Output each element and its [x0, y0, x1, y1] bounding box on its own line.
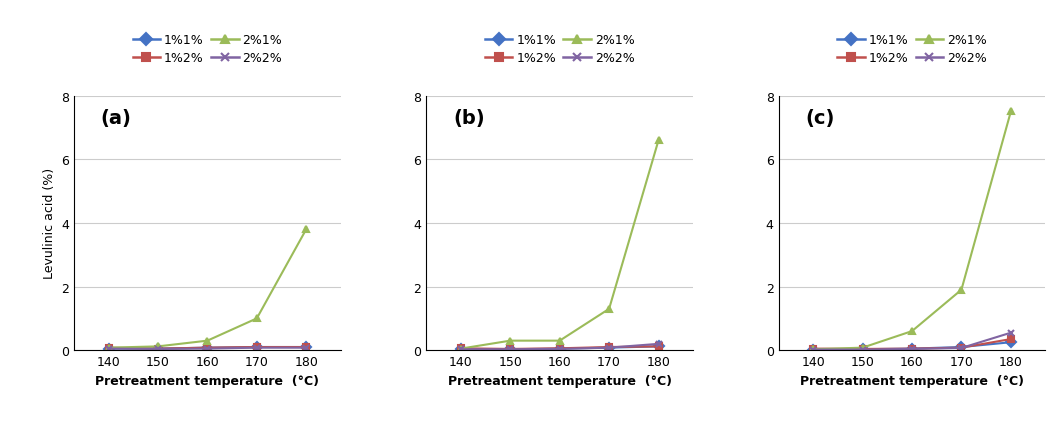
X-axis label: Pretreatment temperature  (°C): Pretreatment temperature (°C) [800, 374, 1024, 387]
1%1% [653, 344, 665, 349]
1%2% [553, 346, 566, 351]
1%2% [603, 345, 616, 350]
Line: 1%2%: 1%2% [105, 344, 309, 352]
1%2% [300, 345, 313, 350]
2%1% [454, 346, 467, 351]
1%2% [807, 346, 819, 351]
Line: 2%2%: 2%2% [810, 329, 1015, 353]
2%2% [955, 346, 967, 351]
1%1% [807, 347, 819, 353]
2%2% [454, 347, 467, 352]
Line: 1%1%: 1%1% [810, 339, 1015, 353]
2%2% [1004, 330, 1017, 336]
1%1% [906, 346, 919, 351]
Legend: 1%1%, 1%2%, 2%1%, 2%2%: 1%1%, 1%2%, 2%1%, 2%2% [832, 29, 992, 70]
2%1% [653, 138, 665, 144]
1%1% [102, 346, 115, 351]
1%1% [856, 347, 869, 352]
2%2% [152, 346, 165, 352]
Line: 2%2%: 2%2% [105, 344, 309, 353]
Text: (c): (c) [806, 109, 834, 128]
1%1% [454, 347, 467, 352]
Legend: 1%1%, 1%2%, 2%1%, 2%2%: 1%1%, 1%2%, 2%1%, 2%2% [128, 29, 287, 70]
2%2% [504, 347, 516, 352]
1%1% [603, 345, 616, 350]
2%1% [300, 227, 313, 232]
2%1% [856, 345, 869, 350]
Line: 1%1%: 1%1% [457, 343, 662, 353]
2%2% [300, 345, 313, 350]
2%2% [603, 345, 616, 350]
1%1% [504, 347, 516, 352]
Line: 2%1%: 2%1% [457, 138, 662, 352]
2%1% [201, 338, 213, 343]
1%2% [102, 345, 115, 350]
2%2% [102, 346, 115, 351]
2%1% [250, 316, 263, 321]
Line: 2%1%: 2%1% [105, 226, 309, 351]
1%2% [152, 346, 165, 351]
Legend: 1%1%, 1%2%, 2%1%, 2%2%: 1%1%, 1%2%, 2%1%, 2%2% [479, 29, 640, 70]
2%1% [1004, 110, 1017, 115]
X-axis label: Pretreatment temperature  (°C): Pretreatment temperature (°C) [448, 374, 672, 387]
Line: 1%2%: 1%2% [810, 336, 1015, 353]
2%1% [504, 338, 516, 343]
1%2% [250, 345, 263, 350]
2%1% [152, 344, 165, 349]
1%1% [553, 346, 566, 351]
X-axis label: Pretreatment temperature  (°C): Pretreatment temperature (°C) [95, 374, 319, 387]
2%2% [653, 342, 665, 347]
2%1% [603, 307, 616, 312]
1%2% [1004, 337, 1017, 342]
2%1% [553, 338, 566, 343]
1%1% [201, 345, 213, 350]
1%2% [955, 345, 967, 350]
Line: 1%1%: 1%1% [105, 344, 309, 352]
2%1% [906, 328, 919, 334]
1%2% [201, 345, 213, 350]
1%2% [906, 346, 919, 351]
1%1% [152, 346, 165, 351]
2%1% [102, 345, 115, 350]
Text: (b): (b) [453, 109, 485, 128]
2%2% [201, 346, 213, 351]
2%2% [856, 347, 869, 353]
2%2% [250, 345, 263, 350]
1%2% [653, 344, 665, 349]
1%1% [1004, 340, 1017, 345]
Y-axis label: Levulinic acid (%): Levulinic acid (%) [42, 168, 56, 279]
Text: (a): (a) [100, 109, 132, 128]
1%2% [454, 346, 467, 351]
Line: 2%2%: 2%2% [457, 341, 662, 353]
1%2% [856, 346, 869, 352]
1%2% [504, 346, 516, 352]
2%2% [807, 347, 819, 353]
Line: 1%2%: 1%2% [457, 343, 662, 353]
1%1% [955, 345, 967, 350]
2%1% [955, 287, 967, 293]
1%1% [250, 345, 263, 350]
2%2% [906, 346, 919, 352]
2%1% [807, 347, 819, 352]
Line: 2%1%: 2%1% [810, 109, 1015, 353]
2%2% [553, 346, 566, 352]
1%1% [300, 345, 313, 350]
